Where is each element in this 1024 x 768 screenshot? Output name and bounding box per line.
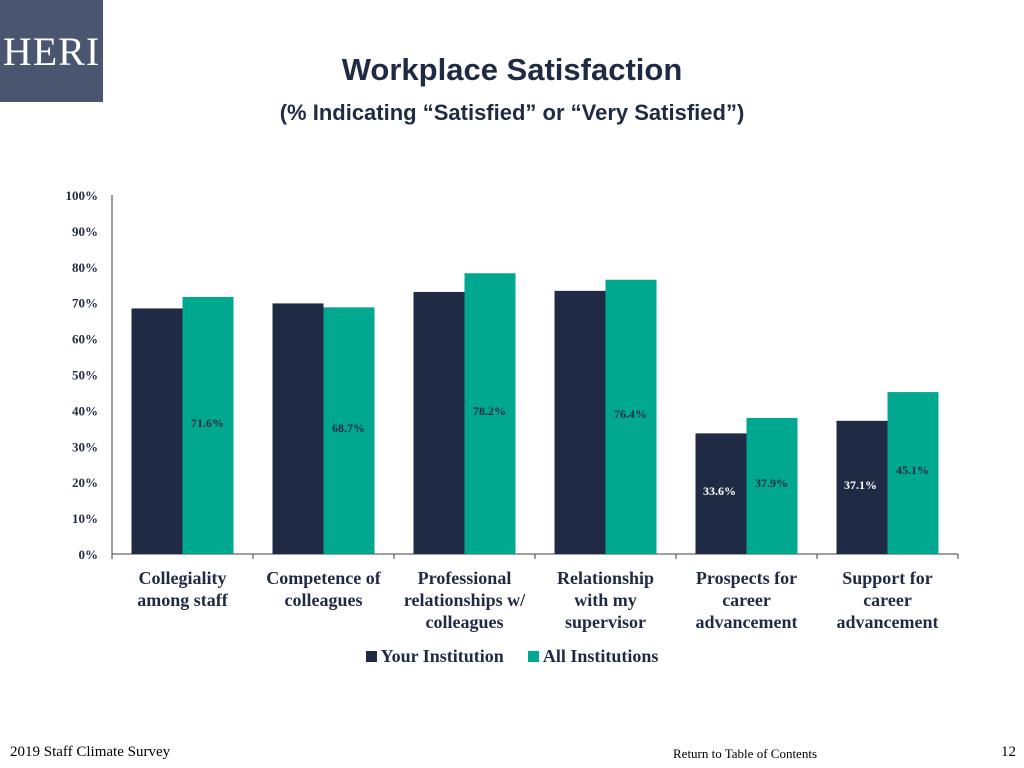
bar	[746, 417, 798, 554]
y-tick-label: 80%	[72, 260, 98, 275]
x-category-label: career	[863, 590, 912, 610]
bar	[464, 273, 516, 554]
x-category-label: colleagues	[285, 590, 363, 610]
data-label: 76.4%	[614, 407, 647, 421]
legend-label-all-institutions: All Institutions	[542, 646, 659, 666]
data-label: 71.6%	[191, 416, 224, 430]
logo-text: HERI	[2, 28, 101, 74]
return-to-toc-link[interactable]: Return to Table of Contents	[673, 746, 817, 761]
bar	[413, 291, 465, 554]
y-tick-label: 60%	[72, 332, 98, 347]
x-category-label: supervisor	[565, 612, 646, 632]
footer-survey-name: 2019 Staff Climate Survey	[10, 744, 171, 760]
data-label: 73.0%	[421, 414, 454, 428]
x-category-label: Prospects for	[696, 568, 797, 588]
data-label: 69.8%	[280, 419, 313, 433]
y-tick-label: 50%	[72, 368, 98, 383]
bar	[836, 420, 888, 554]
y-tick-label: 20%	[72, 475, 98, 490]
data-label: 33.6%	[703, 484, 736, 498]
data-label: 37.9%	[755, 476, 788, 490]
legend-swatch-all-institutions	[527, 651, 539, 662]
x-category-label: Professional	[418, 568, 512, 588]
legend-label-your-institution: Your Institution	[380, 646, 504, 666]
heri-logo: HERI	[0, 0, 103, 102]
legend-item-all-institutions: All Institutions	[527, 646, 659, 667]
data-label: 78.2%	[473, 404, 506, 418]
y-tick-label: 40%	[72, 403, 98, 418]
y-tick-label: 70%	[72, 296, 98, 311]
data-label: 45.1%	[896, 463, 929, 477]
bar	[131, 308, 183, 554]
x-category-label: colleagues	[426, 612, 504, 632]
page-number: 12	[1001, 744, 1016, 760]
bar	[554, 290, 606, 554]
bar-chart: 0% 10% 20% 30% 40% 50% 60% 70% 80% 90% 100% 68.4% 69…	[66, 188, 959, 632]
y-tick-label: 100%	[66, 188, 99, 203]
x-category-label: Competence of	[266, 568, 381, 588]
x-category-label: relationships w/	[404, 590, 526, 610]
x-category-label: among staff	[137, 590, 228, 610]
y-tick-label: 10%	[72, 511, 98, 526]
data-label: 73.3%	[562, 413, 595, 427]
bar	[887, 392, 939, 554]
y-tick-label: 0%	[79, 547, 99, 562]
x-category-label: advancement	[696, 612, 798, 632]
x-category-label: career	[722, 590, 771, 610]
page-title: Workplace Satisfaction	[341, 52, 683, 87]
x-category-label: Collegiality	[139, 568, 227, 588]
page-subtitle: (% Indicating “Satisfied” or “Very Satis…	[279, 100, 745, 125]
bar	[323, 307, 375, 554]
data-label: 68.4%	[139, 422, 172, 436]
bar	[272, 303, 324, 554]
data-label: 68.7%	[332, 421, 365, 435]
y-tick-label: 30%	[72, 439, 98, 454]
chart-legend: Your Institution All Institutions	[0, 646, 1024, 667]
legend-item-your-institution: Your Institution	[365, 646, 504, 667]
bar	[695, 433, 747, 554]
x-category-label: advancement	[837, 612, 939, 632]
data-label: 37.1%	[844, 478, 877, 492]
legend-swatch-your-institution	[365, 651, 377, 662]
x-category-label: Support for	[842, 568, 933, 588]
bar	[605, 279, 657, 554]
y-tick-label: 90%	[72, 224, 98, 239]
x-category-label: with my	[574, 590, 637, 610]
bar	[182, 296, 234, 554]
x-category-label: Relationship	[557, 568, 654, 588]
